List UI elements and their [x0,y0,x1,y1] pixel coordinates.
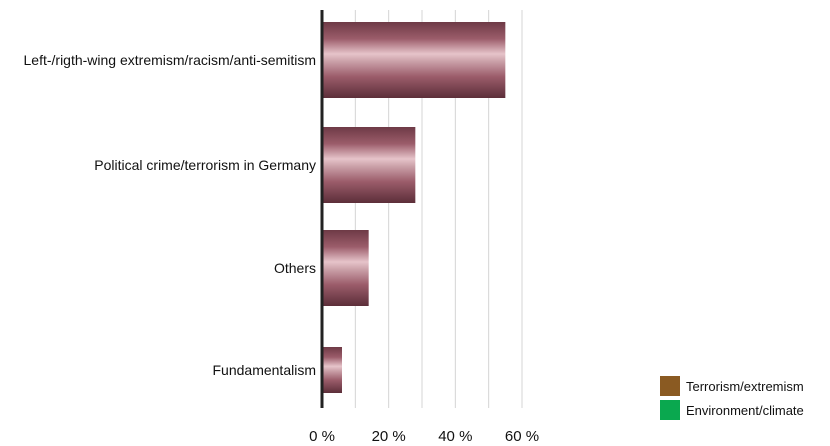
legend: Terrorism/extremism Environment/climate [660,376,828,424]
legend-item-environment: Environment/climate [660,400,828,420]
legend-swatch-environment [660,400,680,420]
category-label-2: Others [274,260,316,276]
bar-3 [322,347,342,393]
category-label-0: Left-/rigth-wing extremism/racism/anti-s… [24,52,317,68]
bar-2 [322,230,369,306]
bar-1 [322,127,416,203]
legend-swatch-terrorism [660,376,680,396]
legend-item-terrorism: Terrorism/extremism [660,376,828,396]
x-tick-labels: 0 % 20 % 40 % 60 % [309,428,539,445]
x-tick-label-0: 0 % [309,428,335,445]
x-tick-label-20: 20 % [372,428,406,445]
legend-label-terrorism: Terrorism/extremism [686,378,804,394]
category-labels: Left-/rigth-wing extremism/racism/anti-s… [24,52,317,378]
bar-0 [322,22,506,98]
category-label-3: Fundamentalism [213,362,317,378]
legend-label-environment: Environment/climate [686,402,804,418]
x-tick-label-40: 40 % [438,428,472,445]
x-tick-label-60: 60 % [505,428,539,445]
bars [322,22,506,393]
category-label-1: Political crime/terrorism in Germany [94,157,316,173]
